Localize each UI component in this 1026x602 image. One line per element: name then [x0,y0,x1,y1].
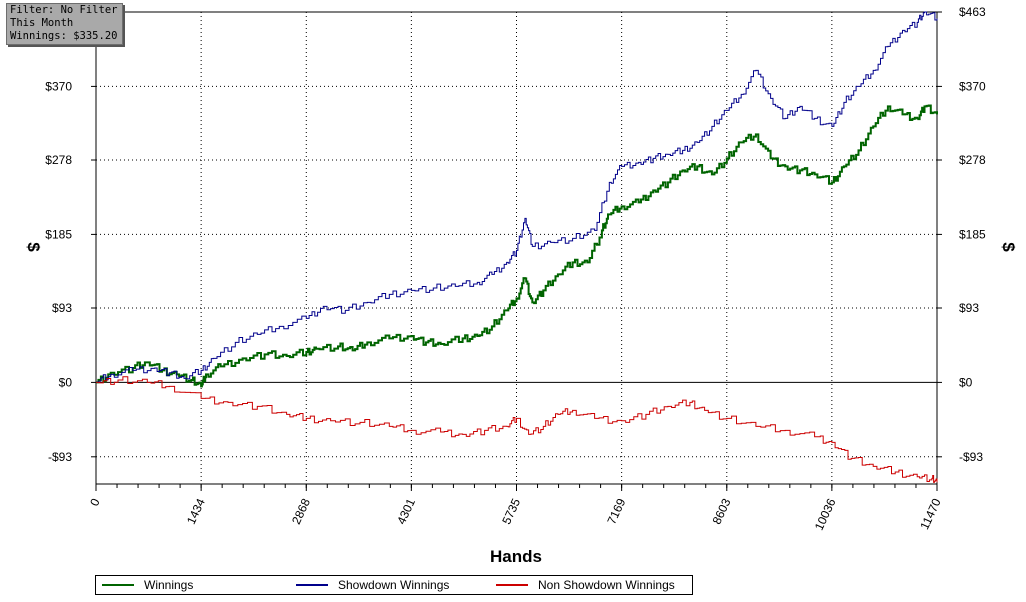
legend-swatch-non-showdown-winnings [496,584,528,586]
x-tick-label: 1434 [184,496,208,526]
y-tick-label-right: $278 [959,153,986,167]
y-axis-title-left: $ [24,242,43,252]
plot-frame [95,11,938,485]
y-tick-label-right: $370 [959,79,986,93]
legend-item-non-showdown-winnings: Non Showdown Winnings [496,576,675,594]
x-tick-label: 11470 [917,496,944,532]
y-tick-label-left: $185 [45,227,72,241]
filter-info-box: Filter: No Filter This Month Winnings: $… [6,3,123,45]
x-tick-label: 5735 [499,496,523,526]
legend-item-winnings: Winnings [102,576,193,594]
series-line-showdown-winnings [96,11,938,383]
legend-label-winnings: Winnings [144,578,194,592]
y-tick-label-left: -$93 [48,450,72,464]
y-tick-label-left: $93 [52,301,72,315]
filter-label: Filter: No Filter [10,4,118,16]
x-tick-label: 10036 [812,496,839,532]
y-tick-label-right: $0 [959,375,973,389]
x-tick-label: 7169 [604,496,628,526]
legend-swatch-winnings [102,584,134,586]
y-tick-label-right: $463 [959,5,986,19]
y-tick-label-left: $0 [59,375,73,389]
series-line-non-showdown-winnings [96,376,938,483]
x-tick-label: 8603 [710,496,734,526]
legend-label-non-showdown-winnings: Non Showdown Winnings [538,578,675,592]
y-tick-label-right: -$93 [959,450,983,464]
y-tick-label-right: $93 [959,301,979,315]
y-tick-label-right: $185 [959,227,986,241]
legend-swatch-showdown-winnings [296,584,328,586]
axes [91,11,942,491]
grid [96,12,937,484]
legend: Winnings Showdown Winnings Non Showdown … [95,575,693,595]
legend-item-showdown-winnings: Showdown Winnings [296,576,449,594]
y-tick-label-left: $278 [45,153,72,167]
period-label: This Month [10,17,74,29]
y-tick-label-left: $370 [45,79,72,93]
x-tick-label: 4301 [394,496,418,526]
series-lines [96,11,938,483]
winnings-total-label: Winnings: $335.20 [10,30,118,42]
x-axis-title: Hands [490,547,542,566]
series-line-winnings [96,104,938,388]
legend-label-showdown-winnings: Showdown Winnings [338,578,450,592]
x-tick-label: 2868 [289,496,313,526]
y-axis-title-right: $ [999,242,1018,252]
x-tick-label: 0 [87,496,103,508]
tick-labels: 0 1434 2868 4301 5735 7169 8603 10036 11470 -$93 -… [45,5,986,533]
